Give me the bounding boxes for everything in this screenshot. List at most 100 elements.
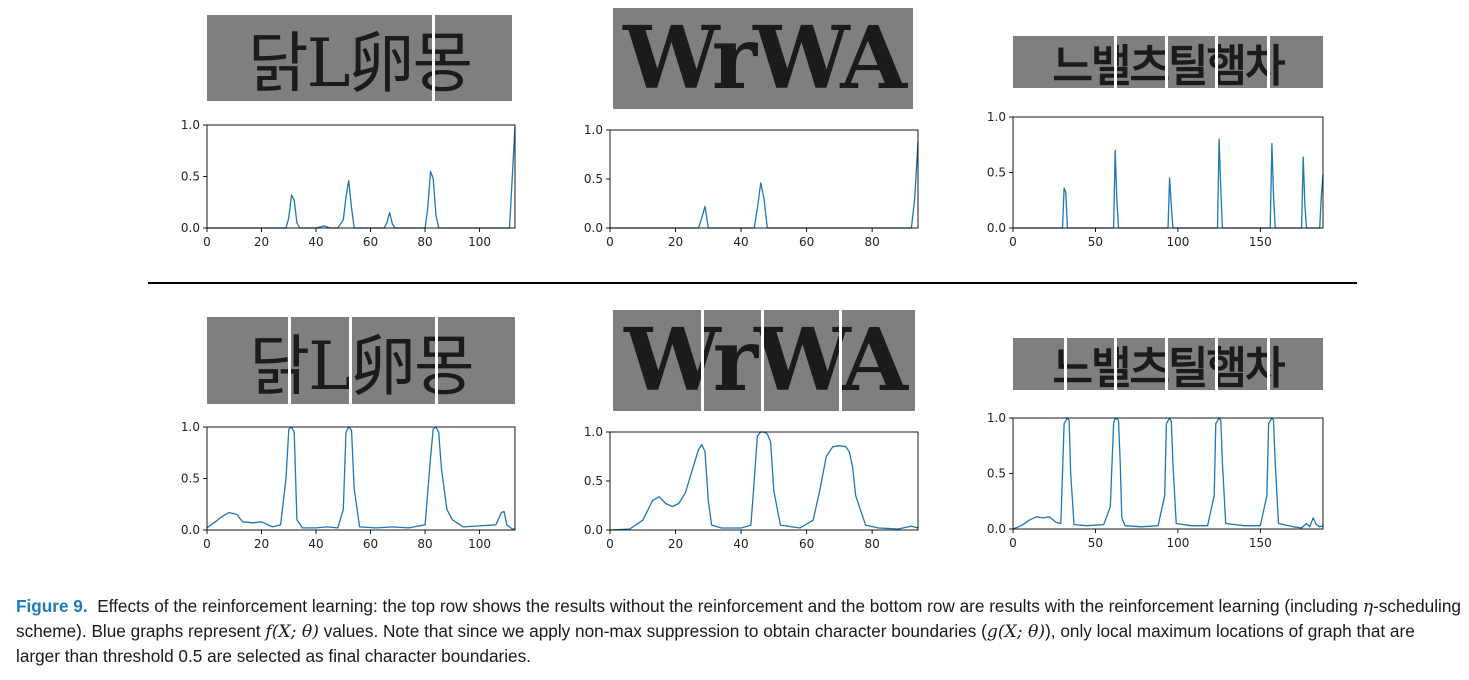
x-tick-label: 20 xyxy=(668,235,683,249)
top-right-image: 느밸츠틸햄차 xyxy=(1013,36,1323,88)
boundary-line xyxy=(1215,338,1218,390)
x-tick-label: 0 xyxy=(203,537,211,551)
y-tick-label: 0.0 xyxy=(987,221,1006,235)
x-tick-label: 100 xyxy=(468,235,491,249)
top-middle-image: WrWA xyxy=(613,8,913,109)
x-tick-label: 60 xyxy=(799,235,814,249)
x-tick-label: 100 xyxy=(468,537,491,551)
boundary-line xyxy=(349,317,352,404)
caption-math: f(X; θ) xyxy=(265,622,319,642)
boundary-line xyxy=(1165,338,1168,390)
y-tick-label: 1.0 xyxy=(181,420,200,434)
y-tick-label: 0.5 xyxy=(987,467,1006,481)
series-line xyxy=(1013,138,1324,229)
image-text: WrWA xyxy=(624,310,908,411)
x-tick-label: 0 xyxy=(203,235,211,249)
y-tick-label: 0.5 xyxy=(181,472,200,486)
bottom-left-image: 닭L卵몽 xyxy=(207,317,515,404)
y-tick-label: 0.0 xyxy=(584,221,603,235)
top-right-plot: 0 50 100 150 0.0 0.5 1.0 xyxy=(987,110,1324,249)
boundary-line xyxy=(839,310,842,411)
series-line xyxy=(206,426,515,530)
x-tick-label: 100 xyxy=(1166,536,1189,550)
y-tick-label: 0.5 xyxy=(584,172,603,186)
row-divider xyxy=(148,282,1357,284)
series-line xyxy=(610,141,919,229)
x-tick-label: 20 xyxy=(254,537,269,551)
image-text: 느밸츠틸햄차 xyxy=(1013,338,1323,390)
series-line xyxy=(207,127,516,229)
boundary-line xyxy=(761,310,764,411)
series-line xyxy=(1012,417,1324,530)
bottom-left-plot: 0 20 40 60 80 100 0.0 0.5 1.0 xyxy=(181,420,516,551)
x-tick-label: 100 xyxy=(1166,235,1189,249)
figure-caption: Figure 9. Effects of the reinforcement l… xyxy=(16,594,1462,668)
x-tick-label: 40 xyxy=(308,537,323,551)
x-tick-label: 20 xyxy=(254,235,269,249)
x-tick-label: 60 xyxy=(363,235,378,249)
y-tick-label: 0.5 xyxy=(584,474,603,488)
x-tick-label: 80 xyxy=(417,537,432,551)
boundary-line xyxy=(432,15,435,101)
caption-math: η xyxy=(1362,597,1374,617)
image-text: 느밸츠틸햄차 xyxy=(1013,36,1323,88)
plot-frame xyxy=(609,129,919,229)
y-tick-label: 1.0 xyxy=(584,425,603,439)
boundary-line xyxy=(1165,36,1168,88)
caption-text: Effects of the reinforcement learning: t… xyxy=(97,596,1363,616)
plot-frame xyxy=(206,426,516,531)
bottom-right-image: 느밸츠틸햄차 xyxy=(1013,338,1323,390)
x-tick-label: 0 xyxy=(606,235,614,249)
image-text: WrWA xyxy=(623,8,907,109)
y-tick-label: 0.0 xyxy=(181,221,200,235)
top-left-plot: 0 20 40 60 80 100 0.0 0.5 1.0 xyxy=(181,118,516,249)
plot-frame xyxy=(206,124,516,229)
caption-text: ), only local maximum locations of graph… xyxy=(16,621,1415,666)
x-tick-label: 150 xyxy=(1249,536,1272,550)
x-tick-label: 80 xyxy=(864,235,879,249)
boundary-line xyxy=(1267,338,1270,390)
y-tick-label: 1.0 xyxy=(987,110,1006,124)
top-middle-plot: 0 20 40 60 80 0.0 0.5 1.0 xyxy=(584,123,919,249)
x-tick-label: 50 xyxy=(1088,536,1103,550)
plot-frame xyxy=(609,431,919,531)
x-tick-label: 60 xyxy=(363,537,378,551)
plot-frame xyxy=(1012,417,1324,530)
x-tick-label: 150 xyxy=(1249,235,1272,249)
caption-text: -scheduling scheme). Blue graphs represe… xyxy=(16,596,1461,641)
y-tick-label: 0.0 xyxy=(987,522,1006,536)
image-text: 닭L卵몽 xyxy=(249,327,474,405)
top-left-image: 닭L卵몽 xyxy=(207,15,512,101)
boundary-line xyxy=(1114,338,1117,390)
x-tick-label: 40 xyxy=(733,235,748,249)
y-tick-label: 0.5 xyxy=(987,166,1006,180)
bottom-right-plot: 0 50 100 150 0.0 0.5 1.0 xyxy=(987,411,1324,550)
boundary-line xyxy=(701,310,704,411)
y-tick-label: 0.0 xyxy=(584,523,603,537)
boundary-line xyxy=(1267,36,1270,88)
x-tick-label: 20 xyxy=(668,537,683,551)
x-tick-label: 0 xyxy=(1009,536,1017,550)
bottom-middle-plot: 0 20 40 60 80 0.0 0.5 1.0 xyxy=(584,425,919,551)
series-line xyxy=(609,431,919,531)
boundary-line xyxy=(1114,36,1117,88)
boundary-line xyxy=(288,317,291,404)
x-tick-label: 50 xyxy=(1088,235,1103,249)
image-text: 닭L卵몽 xyxy=(247,25,473,101)
caption-label: Figure 9. xyxy=(16,596,88,616)
y-tick-label: 0.5 xyxy=(181,170,200,184)
caption-math: g(X; θ) xyxy=(986,622,1046,642)
x-tick-label: 60 xyxy=(799,537,814,551)
boundary-line xyxy=(1215,36,1218,88)
bottom-middle-image: WrWA xyxy=(613,310,915,411)
x-tick-label: 0 xyxy=(1009,235,1017,249)
y-tick-label: 0.0 xyxy=(181,523,200,537)
y-tick-label: 1.0 xyxy=(584,123,603,137)
x-tick-label: 40 xyxy=(733,537,748,551)
x-tick-label: 80 xyxy=(417,235,432,249)
x-tick-label: 80 xyxy=(864,537,879,551)
caption-text: values. Note that since we apply non-max… xyxy=(318,621,987,641)
x-tick-label: 40 xyxy=(308,235,323,249)
boundary-line xyxy=(435,317,438,404)
y-tick-label: 1.0 xyxy=(181,118,200,132)
